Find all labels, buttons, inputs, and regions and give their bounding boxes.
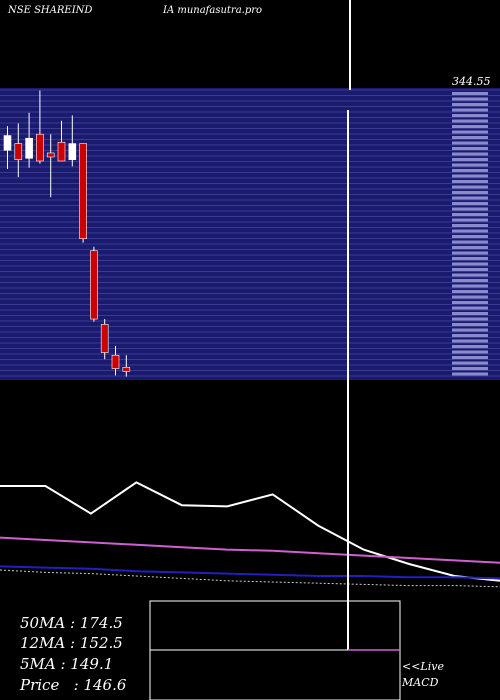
price-tick-label	[452, 174, 488, 178]
macd-label: MACD	[402, 676, 439, 689]
candle-body	[46, 152, 55, 158]
price-tick-label	[452, 361, 488, 365]
price-tick-label	[452, 317, 488, 321]
price-tick-label	[452, 130, 488, 134]
price-tick-label	[452, 339, 488, 343]
ma12-readout: 12MA : 152.5	[20, 634, 123, 652]
price-tick-label	[452, 312, 488, 315]
price-tick-label	[452, 273, 488, 277]
price-tick-label	[452, 240, 488, 244]
candle-body	[90, 250, 98, 320]
price-tick-label	[452, 158, 488, 161]
candle-body	[122, 366, 131, 372]
price-tick-label	[452, 262, 488, 266]
price-tick-label	[452, 295, 488, 299]
price-tick-label	[452, 141, 488, 145]
chart-title-left: NSE SHAREIND	[8, 5, 93, 16]
price-tick-label	[452, 119, 488, 123]
price-tick-label	[452, 284, 488, 288]
price-tick-label	[452, 367, 488, 370]
price-tick-label	[452, 301, 488, 304]
price-tick-label	[452, 213, 488, 216]
price-tick-label	[452, 185, 488, 189]
price-tick-label	[452, 345, 488, 348]
candle-body	[25, 137, 33, 159]
candle-body	[14, 143, 23, 160]
price-tick-label	[452, 257, 488, 260]
price-tick-label	[452, 279, 488, 282]
indicator-line	[0, 536, 500, 564]
indicator-line	[0, 569, 500, 588]
price-panel	[0, 88, 500, 380]
price-tick-label	[452, 169, 488, 172]
indicator-line	[0, 481, 500, 582]
price-tick-label	[452, 114, 488, 117]
indicator-line	[0, 565, 500, 580]
price-tick-label	[452, 103, 488, 106]
ma50-readout: 50MA : 174.5	[20, 614, 123, 632]
price-tick-label	[452, 356, 488, 359]
candle-body	[3, 135, 12, 151]
price-tick-label	[452, 125, 488, 128]
candle-body	[36, 133, 44, 162]
price-tick-label	[452, 290, 488, 293]
price-tick-label	[452, 92, 488, 95]
price-tick-label	[452, 251, 488, 255]
candle-body	[68, 143, 77, 160]
price-tick-label	[452, 163, 488, 167]
price-tick-label	[452, 224, 488, 227]
price-tick-label	[452, 235, 488, 238]
price-tick-label	[452, 207, 488, 211]
price-tick-label	[452, 147, 488, 150]
price-tick-label	[452, 229, 488, 233]
price-tick-label	[452, 334, 488, 337]
price-tick-label	[452, 180, 488, 183]
candle-body	[111, 354, 120, 369]
price-label-top: 344.55	[452, 75, 491, 88]
chart-title-right: IA munafasutra.pro	[163, 5, 263, 16]
price-tick-label	[452, 372, 488, 376]
price-tick-label	[452, 108, 488, 112]
price-tick-label	[452, 196, 488, 200]
price-tick-label	[452, 268, 488, 271]
price-tick-label	[452, 246, 488, 249]
price-tick-label	[452, 202, 488, 205]
price-tick-label	[452, 191, 488, 194]
price-tick-label	[452, 97, 488, 101]
price-tick-label	[452, 323, 488, 326]
macd-live-label: <<Live	[402, 660, 444, 673]
price-readout: Price : 146.6	[20, 676, 127, 694]
candle-body	[100, 324, 109, 353]
candle-body	[79, 143, 87, 239]
candle-body	[57, 141, 66, 162]
price-tick-label	[452, 350, 488, 354]
price-tick-label	[452, 328, 488, 332]
price-tick-label	[452, 152, 488, 156]
price-tick-label	[452, 136, 488, 139]
price-tick-label	[452, 306, 488, 310]
ma5-readout: 5MA : 149.1	[20, 655, 114, 673]
price-tick-label	[452, 218, 488, 222]
